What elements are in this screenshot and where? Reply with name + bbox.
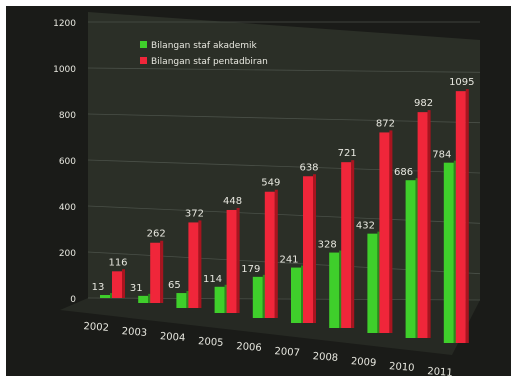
data-label-admin: 721 [338, 148, 357, 159]
bar-admin-side [198, 220, 202, 308]
bar-admin-side [351, 160, 355, 328]
bar-admin-side [160, 240, 164, 303]
data-label-academic: 179 [241, 264, 260, 275]
bars [100, 89, 469, 344]
bar-admin [303, 176, 313, 323]
y-tick-label: 800 [59, 111, 76, 121]
x-tick-label: 2010 [389, 361, 415, 374]
bar-admin [417, 112, 428, 338]
data-label-admin: 638 [299, 162, 318, 173]
bar-admin-side [465, 89, 469, 344]
data-label-academic: 65 [168, 280, 181, 291]
bar-academic [100, 295, 110, 298]
bar-academic-side [262, 274, 266, 318]
bar-academic [405, 180, 416, 338]
bar-academic [138, 295, 149, 303]
bar-admin [379, 132, 390, 333]
bar-admin [112, 271, 122, 298]
x-tick-label: 2008 [312, 351, 338, 364]
y-axis-ticks: 0 200 400 600 800 1000 1200 [53, 19, 76, 305]
bar-academic [367, 233, 378, 333]
x-tick-label: 2005 [198, 336, 224, 349]
bar-admin-side [236, 207, 240, 313]
legend-label-academic: Bilangan staf akademik [151, 41, 258, 51]
bar-academic-side [415, 178, 419, 338]
data-label-academic: 686 [394, 167, 413, 178]
data-label-admin: 1095 [449, 77, 474, 88]
bar-academic [176, 293, 187, 308]
bar-admin [264, 191, 275, 318]
bar-academic [252, 276, 263, 318]
bar-academic-side [224, 284, 228, 313]
bar-admin [150, 242, 161, 303]
bar-academic-side [377, 231, 381, 333]
x-tick-label: 2006 [236, 341, 262, 354]
data-label-academic: 784 [432, 150, 451, 161]
data-label-admin: 872 [376, 118, 395, 129]
y-tick-label: 400 [59, 203, 76, 213]
bar-admin-side [427, 110, 431, 338]
x-tick-label: 2011 [427, 366, 453, 379]
data-label-academic: 328 [318, 240, 337, 251]
data-label-academic: 114 [203, 274, 222, 285]
bar-admin [188, 222, 199, 308]
bar-academic [291, 267, 301, 323]
bar-admin [226, 209, 237, 313]
x-tick-label: 2002 [83, 321, 109, 334]
bar-admin [341, 162, 352, 328]
gridline [87, 159, 481, 174]
bar-academic [329, 252, 340, 328]
gridline [87, 67, 481, 73]
bar-academic-side [186, 291, 190, 308]
x-axis-ticks: 2002 2003 2004 2005 2006 2007 2008 2009 2010 2011 [83, 321, 453, 379]
legend-label-admin: Bilangan staf pentadbiran [151, 57, 268, 67]
data-label-academic: 13 [92, 282, 105, 293]
legend-swatch-academic [140, 41, 147, 48]
data-label-admin: 549 [261, 178, 280, 189]
x-tick-label: 2009 [350, 356, 376, 369]
bar-admin-side [389, 130, 393, 333]
bar-admin-side [274, 189, 278, 318]
bar-academic-side [339, 250, 343, 328]
y-tick-label: 1200 [53, 19, 76, 29]
x-tick-label: 2004 [159, 331, 185, 344]
bar-admin [455, 91, 466, 344]
x-tick-label: 2007 [274, 346, 300, 359]
bar-admin-side [313, 174, 316, 323]
data-label-admin: 448 [223, 196, 242, 207]
bar-academic-side [301, 265, 304, 323]
data-label-admin: 982 [414, 98, 433, 109]
bar-admin-side [122, 269, 125, 298]
y-tick-label: 600 [59, 157, 76, 167]
legend: Bilangan staf akademik Bilangan staf pent… [140, 41, 268, 67]
x-tick-label: 2003 [121, 326, 147, 339]
data-label-academic: 31 [130, 283, 143, 294]
legend-swatch-admin [140, 57, 147, 64]
y-tick-label: 200 [59, 249, 76, 259]
bar-academic [443, 162, 454, 343]
bar-academic [214, 286, 225, 313]
data-labels: 13 116 31 262 65 372 114 448 179 549 241 638 328 721 4… [92, 77, 475, 294]
data-label-admin: 116 [108, 257, 127, 268]
y-tick-label: 0 [70, 295, 76, 305]
data-label-admin: 372 [185, 208, 204, 219]
bar-academic-side [453, 160, 457, 343]
y-tick-label: 1000 [53, 65, 76, 75]
bar-academic-side [148, 293, 152, 303]
gridline [87, 113, 481, 124]
data-label-admin: 262 [147, 229, 166, 240]
bar-academic-side [110, 293, 113, 298]
data-label-academic: 241 [279, 255, 298, 266]
data-label-academic: 432 [356, 221, 375, 232]
